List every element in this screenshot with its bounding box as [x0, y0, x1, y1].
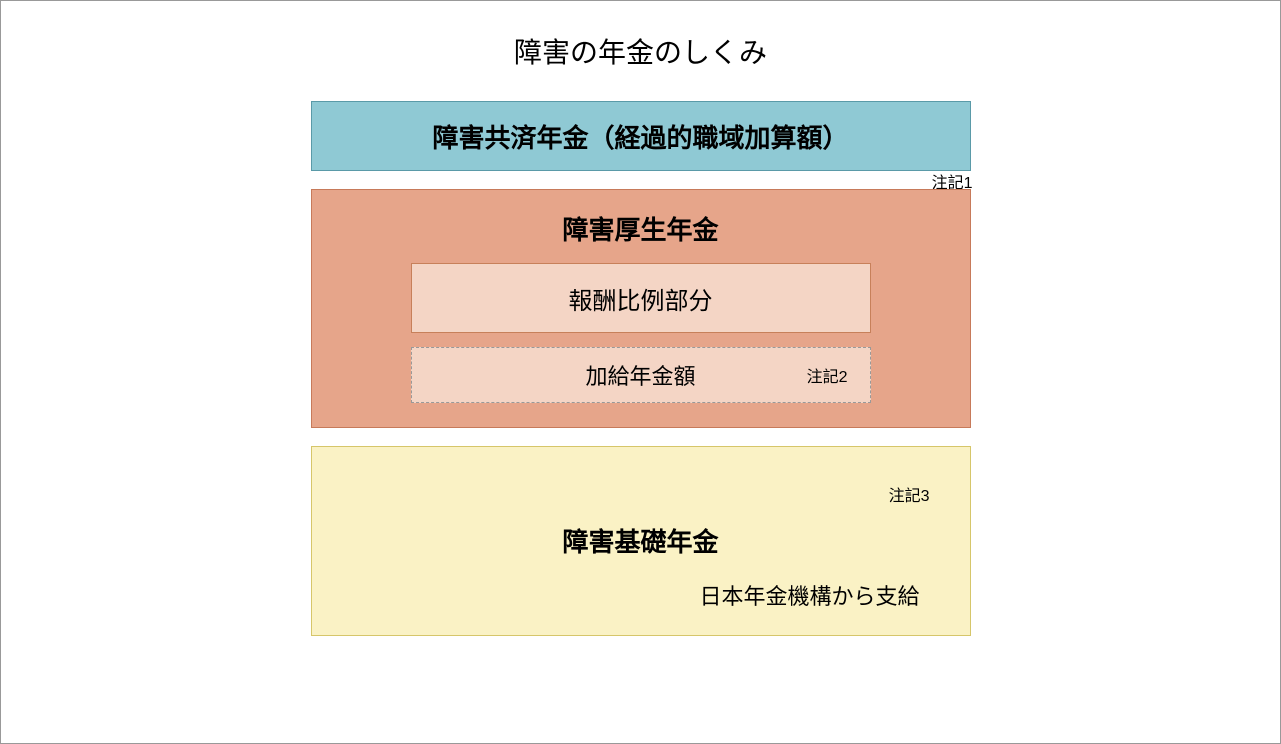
tier-middle-box: 障害厚生年金 報酬比例部分 加給年金額 注記2 — [311, 189, 971, 428]
tier-top-wrapper: 障害共済年金（経過的職域加算額） 注記1 — [311, 101, 971, 171]
sub-box-addition-label: 加給年金額 — [585, 359, 695, 391]
tier-middle-wrapper: 障害厚生年金 報酬比例部分 加給年金額 注記2 — [311, 189, 971, 428]
tier-bottom-label: 障害基礎年金 — [562, 522, 718, 559]
note-2: 注記2 — [807, 363, 848, 387]
tier-bottom-box: 注記3 障害基礎年金 日本年金機構から支給 — [311, 446, 971, 636]
tier-top-label: 障害共済年金（経過的職域加算額） — [432, 118, 848, 155]
sub-box-addition: 加給年金額 注記2 — [411, 347, 871, 403]
diagram-title: 障害の年金のしくみ — [61, 31, 1220, 71]
tier-middle-label: 障害厚生年金 — [562, 210, 718, 247]
tier-bottom-wrapper: 注記3 障害基礎年金 日本年金機構から支給 — [311, 446, 971, 636]
tier-bottom-subtext: 日本年金機構から支給 — [699, 579, 919, 611]
sub-box-proportional-label: 報酬比例部分 — [569, 281, 713, 316]
diagram-frame: 障害の年金のしくみ 障害共済年金（経過的職域加算額） 注記1 障害厚生年金 報酬… — [0, 0, 1281, 744]
note-3: 注記3 — [889, 482, 930, 506]
sub-box-proportional: 報酬比例部分 — [411, 263, 871, 333]
tier-container: 障害共済年金（経過的職域加算額） 注記1 障害厚生年金 報酬比例部分 加給年金額… — [61, 101, 1220, 636]
tier-top-box: 障害共済年金（経過的職域加算額） — [311, 101, 971, 171]
